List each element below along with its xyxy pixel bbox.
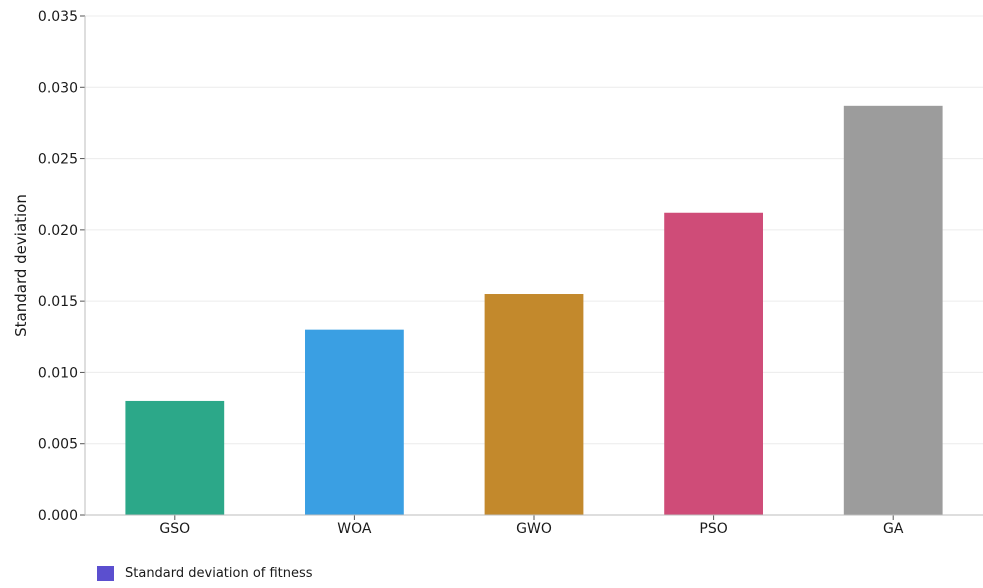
y-tick-label: 0.025	[38, 152, 78, 168]
y-tick-label: 0.030	[38, 80, 78, 96]
bar-gso	[125, 400, 225, 515]
legend-swatch	[97, 566, 114, 581]
x-tick-label: GSO	[159, 521, 190, 537]
bar-chart: 0.000 0.005 0.010 0.015 0.020 0.025 0.030 0.035…	[12, 9, 983, 537]
bar-ga	[843, 105, 943, 515]
axes-layer	[80, 15, 983, 520]
y-tick-label: 0.035	[38, 9, 78, 25]
bar-pso	[664, 212, 763, 515]
x-tick-labels: GSO WOA GWO PSO GA	[159, 521, 903, 537]
bar-woa	[305, 329, 404, 515]
y-tick-label: 0.020	[38, 223, 78, 239]
bars-layer	[125, 105, 943, 515]
x-tick-label: GWO	[516, 521, 552, 537]
x-tick-label: GA	[883, 521, 904, 537]
bar-gwo	[484, 294, 584, 515]
x-tick-label: WOA	[337, 521, 372, 537]
y-tick-labels: 0.000 0.005 0.010 0.015 0.020 0.025 0.030 0.035	[38, 9, 78, 524]
y-tick-label: 0.015	[38, 294, 78, 310]
y-tick-label: 0.005	[38, 437, 78, 453]
legend-label: Standard deviation of fitness	[125, 566, 313, 581]
x-tick-label: PSO	[699, 521, 727, 537]
y-tick-label: 0.000	[38, 508, 78, 524]
y-tick-label: 0.010	[38, 365, 78, 381]
y-axis-label: Standard deviation	[12, 194, 30, 337]
legend: Standard deviation of fitness	[97, 566, 313, 581]
